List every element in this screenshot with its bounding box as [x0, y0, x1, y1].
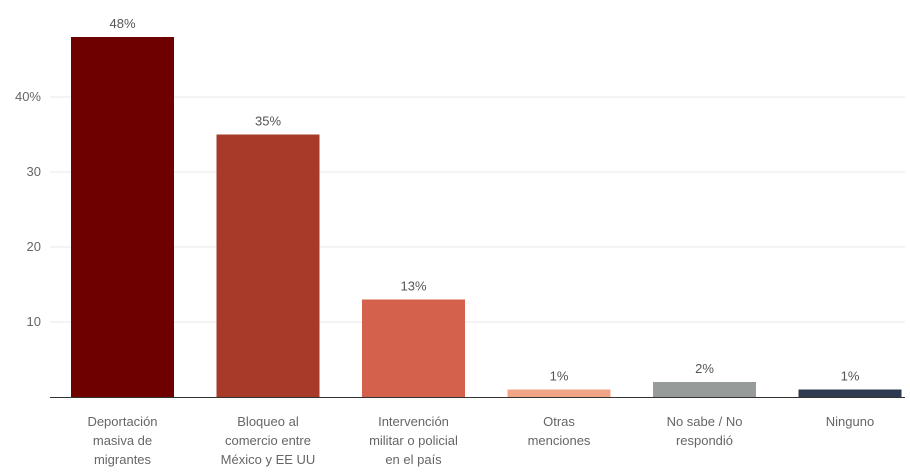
value-label: 2% — [695, 361, 714, 376]
y-tick-label: 10 — [27, 314, 41, 329]
category-label: en el país — [385, 452, 442, 467]
category-label: militar o policial — [369, 433, 458, 448]
bar — [507, 389, 611, 397]
y-tick-label: 40% — [15, 89, 41, 104]
category-label: Deportación — [87, 414, 157, 429]
gridlines — [50, 96, 905, 323]
category-labels: Deportación masiva de migrantes Bloqueo al c… — [87, 414, 874, 467]
category-label: comercio entre — [225, 433, 311, 448]
value-labels: 48% 35% 13% 1% 2% 1% — [109, 16, 859, 384]
category-label: No sabe / No — [667, 414, 743, 429]
bar — [216, 134, 320, 397]
category-label: respondió — [676, 433, 733, 448]
category-label: migrantes — [94, 452, 152, 467]
bar — [71, 37, 174, 397]
category-label: Ninguno — [826, 414, 874, 429]
category-label: Intervención — [378, 414, 449, 429]
value-label: 1% — [841, 369, 860, 384]
category-label: México y EE UU — [221, 452, 316, 467]
category-label: menciones — [528, 433, 591, 448]
y-axis-ticks: 10 20 30 40% — [15, 89, 41, 329]
bar — [362, 299, 465, 397]
category-label: Bloqueo al — [237, 414, 299, 429]
bar — [653, 382, 756, 397]
value-label: 13% — [400, 279, 426, 294]
category-label: masiva de — [93, 433, 152, 448]
value-label: 48% — [109, 16, 135, 31]
y-tick-label: 30 — [27, 164, 41, 179]
bars — [71, 37, 902, 397]
y-tick-label: 20 — [27, 239, 41, 254]
category-label: Otras — [543, 414, 575, 429]
bar — [798, 389, 902, 397]
value-label: 1% — [550, 369, 569, 384]
value-label: 35% — [255, 114, 281, 129]
